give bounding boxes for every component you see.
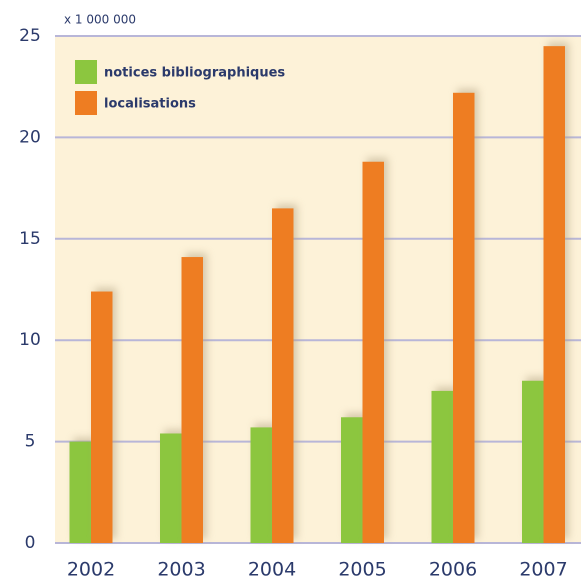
bar: [91, 291, 113, 543]
legend-label: notices bibliographiques: [104, 66, 285, 81]
bar: [181, 257, 203, 543]
x-tick-label: 2005: [338, 559, 386, 581]
y-tick-label: 25: [19, 26, 41, 46]
bar: [431, 390, 453, 543]
bar: [250, 427, 272, 543]
legend-label: localisations: [104, 97, 196, 112]
legend-swatch: [75, 60, 97, 84]
bar: [341, 417, 363, 543]
y-tick-label: 5: [25, 432, 36, 452]
legend-swatch: [75, 91, 97, 115]
x-tick-label: 2007: [519, 559, 567, 581]
bar: [272, 208, 294, 543]
x-tick-label: 2003: [157, 559, 205, 581]
bar: [522, 380, 544, 543]
bar: [160, 433, 182, 543]
y-tick-label: 10: [19, 330, 41, 350]
unit-label: x 1 000 000: [64, 13, 136, 27]
x-tick-label: 2004: [248, 559, 296, 581]
bar: [362, 161, 384, 543]
bar: [543, 46, 565, 543]
y-tick-label: 20: [19, 127, 41, 147]
y-tick-label: 15: [19, 229, 41, 249]
bar: [453, 92, 475, 543]
y-tick-label: 0: [25, 533, 36, 553]
plot-area: [55, 36, 581, 543]
x-tick-label: 2002: [67, 559, 115, 581]
x-tick-label: 2006: [429, 559, 477, 581]
bar: [69, 441, 91, 543]
